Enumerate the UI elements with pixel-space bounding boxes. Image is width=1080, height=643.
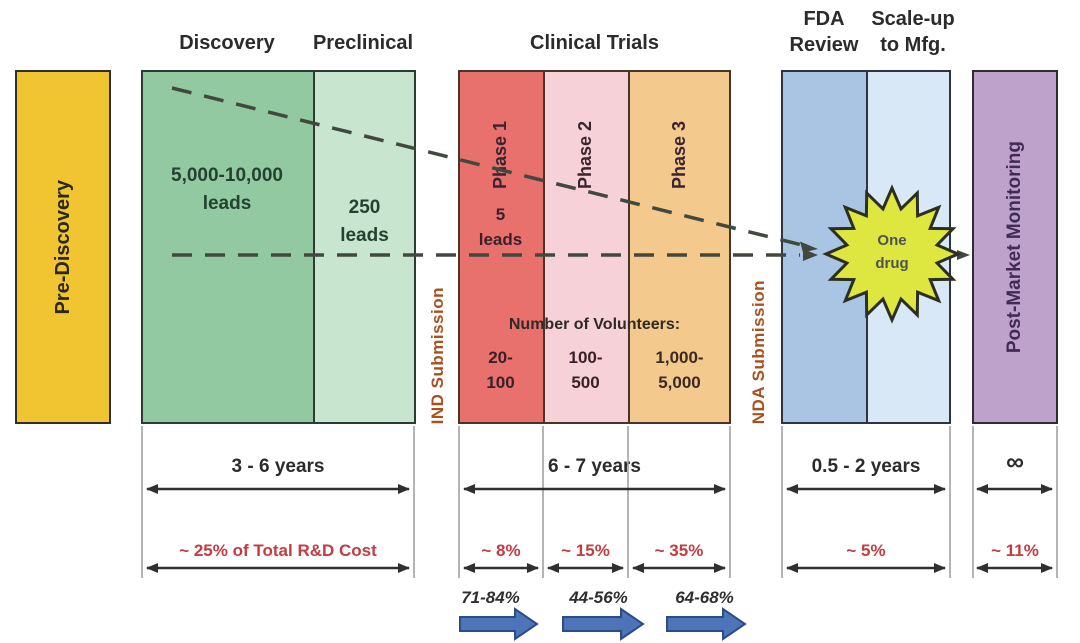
phase3-volunteers-from: 1,000-: [655, 348, 704, 367]
ind-submission-wrap: IND Submission: [419, 287, 457, 424]
header-discovery: Discovery: [179, 32, 275, 54]
block-arrow-phase2: [562, 607, 645, 641]
nda-submission-label: NDA Submission: [749, 279, 768, 424]
one-drug-line2: drug: [875, 255, 909, 273]
success-rate-phase3: 64-68%: [675, 588, 734, 607]
duration-discovery-preclinical: 3 - 6 years: [231, 456, 325, 477]
success-rate-phase1: 71-84%: [461, 588, 520, 607]
duration-fda-scaleup: 0.5 - 2 years: [811, 456, 921, 477]
phase1-label: Phase 1: [490, 120, 510, 190]
phase2-label-wrap: Phase 2: [543, 80, 628, 230]
preclinical-leads-text: 250 leads: [313, 194, 416, 249]
phase3-volunteers-to: 5,000: [658, 372, 701, 392]
phase1-leads-count: 5: [495, 205, 506, 224]
phase2-volunteers-from: 100-: [568, 348, 603, 367]
discovery-leads-text: 5,000-10,000 leads: [141, 162, 313, 217]
cost-phase2: ~ 15%: [561, 541, 610, 560]
phase2-volunteers-to: 500: [571, 372, 600, 392]
phase3-volunteers: 1,000- 5,000: [628, 346, 731, 395]
phase2-label: Phase 2: [575, 120, 595, 190]
preclinical-leads-count: 250: [348, 197, 381, 218]
cost-phase1: ~ 8%: [481, 541, 521, 560]
post-market-box: Post-Market Monitoring: [972, 70, 1058, 424]
one-drug-line1: One: [877, 232, 907, 249]
header-fda-review: FDA Review: [789, 8, 859, 56]
success-rate-phase2: 44-56%: [569, 588, 628, 607]
phase3-label-wrap: Phase 3: [628, 80, 731, 230]
block-arrow-phase3: [666, 607, 747, 641]
volunteers-heading: Number of Volunteers:: [508, 316, 681, 333]
cost-fda-scaleup: ~ 5%: [846, 541, 886, 560]
phase1-volunteers: 20- 100: [458, 346, 543, 395]
header-clinical-trials: Clinical Trials: [530, 32, 659, 54]
discovery-leads-word: leads: [202, 192, 252, 214]
header-preclinical: Preclinical: [312, 32, 414, 54]
phase1-volunteers-to: 100: [486, 372, 515, 392]
duration-post-market-infinity: ∞: [1006, 448, 1024, 476]
cost-phase3: ~ 35%: [654, 541, 704, 560]
ind-submission-label: IND Submission: [428, 286, 447, 424]
success-rate-block-arrows: [459, 607, 747, 641]
phase1-leads-text: 5 leads: [458, 203, 543, 252]
phase2-volunteers: 100- 500: [543, 346, 628, 395]
phase3-label: Phase 3: [669, 120, 689, 190]
pre-discovery-label: Pre-Discovery: [51, 179, 74, 315]
header-scale-up: Scale-up to Mfg.: [871, 8, 955, 56]
one-drug-text: One drug: [847, 229, 937, 276]
discovery-leads-count: 5,000-10,000: [171, 165, 283, 186]
cost-post-market: ~ 11%: [991, 541, 1039, 560]
pre-discovery-box: Pre-Discovery: [15, 70, 111, 424]
to-postmarket-arrowhead: [957, 250, 970, 260]
block-arrow-phase1: [459, 607, 539, 641]
discovery-box: [143, 72, 315, 422]
post-market-label: Post-Market Monitoring: [1004, 140, 1025, 354]
phase1-volunteers-from: 20-: [488, 348, 513, 367]
duration-clinical-trials: 6 - 7 years: [548, 456, 641, 477]
phase1-leads-word: leads: [478, 229, 523, 249]
preclinical-leads-word: leads: [340, 224, 389, 246]
nda-submission-wrap: NDA Submission: [740, 280, 778, 424]
cost-discovery-preclinical: ~ 25% of Total R&D Cost: [179, 541, 377, 560]
